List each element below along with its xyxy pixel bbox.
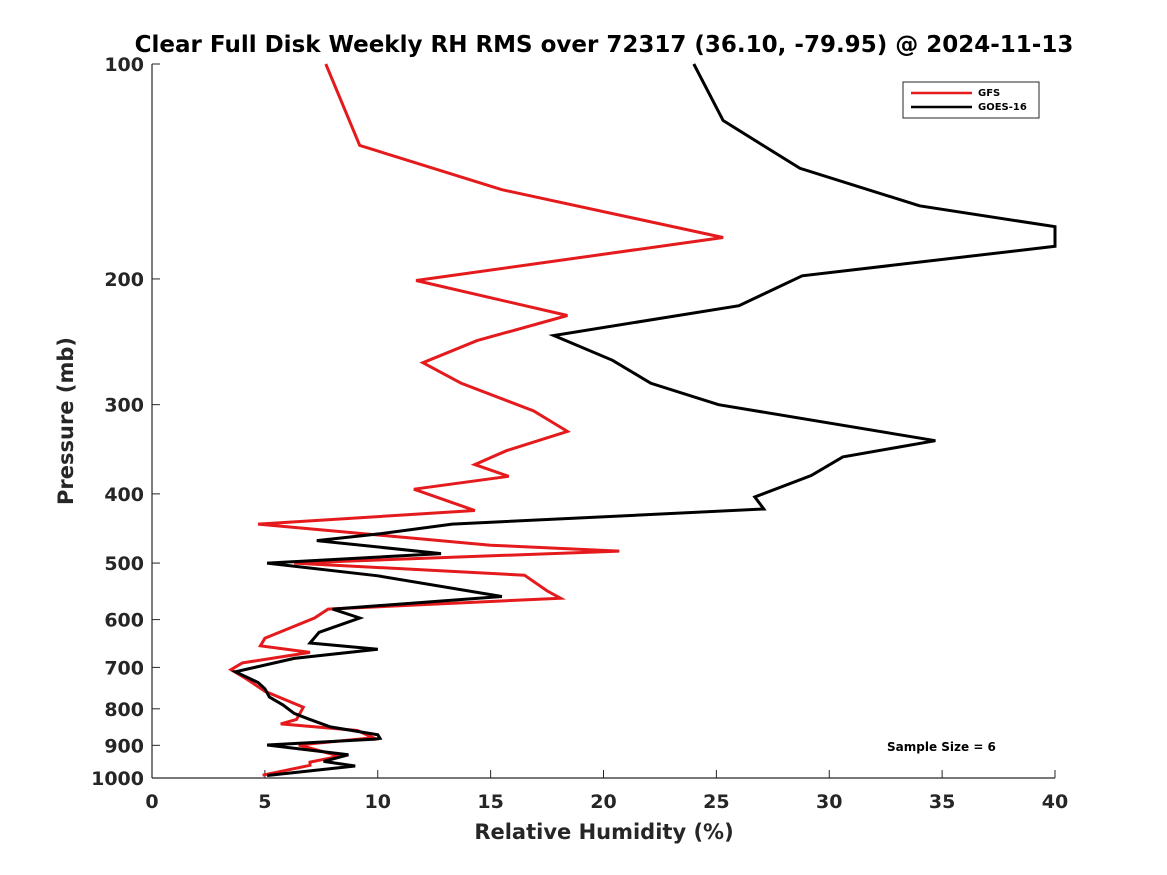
y-axis-label: Pressure (mb) xyxy=(54,337,78,505)
y-ticks: 100 200 300 400 500 600 700 800 900 1000 xyxy=(91,54,160,790)
series-layer xyxy=(228,63,1057,777)
y-tick-label: 300 xyxy=(104,395,144,417)
y-tick-label: 500 xyxy=(104,553,144,575)
axes xyxy=(151,64,1055,779)
y-tick-label: 400 xyxy=(104,484,144,506)
legend-box xyxy=(902,81,1040,119)
chart-title: Clear Full Disk Weekly RH RMS over 72317… xyxy=(135,32,1074,58)
x-tick-label: 20 xyxy=(590,791,616,813)
y-tick-label: 900 xyxy=(104,735,144,757)
sample-size-annotation: Sample Size = 6 xyxy=(887,740,996,754)
x-axis-label: Relative Humidity (%) xyxy=(474,820,733,844)
x-tick-label: 0 xyxy=(145,791,158,813)
legend: GFS GOES-16 xyxy=(902,81,1040,119)
y-tick-label: 100 xyxy=(104,54,144,76)
series-line-gfs xyxy=(228,63,724,777)
y-tick-label: 200 xyxy=(104,269,144,291)
x-tick-label: 10 xyxy=(365,791,391,813)
series-line-goes16 xyxy=(230,63,1057,777)
x-tick-label: 25 xyxy=(703,791,729,813)
y-tick-label: 1000 xyxy=(91,768,144,790)
x-tick-label: 30 xyxy=(816,791,842,813)
x-tick-label: 15 xyxy=(477,791,503,813)
y-tick-label: 700 xyxy=(104,657,144,679)
x-tick-label: 5 xyxy=(258,791,271,813)
y-tick-label: 600 xyxy=(104,610,144,632)
x-ticks: 0 5 10 15 20 25 30 35 40 xyxy=(145,770,1068,813)
y-tick-label: 800 xyxy=(104,699,144,721)
x-tick-label: 35 xyxy=(929,791,955,813)
x-tick-label: 40 xyxy=(1042,791,1068,813)
legend-label-gfs: GFS xyxy=(978,88,1000,99)
legend-label-goes16: GOES-16 xyxy=(978,102,1027,113)
